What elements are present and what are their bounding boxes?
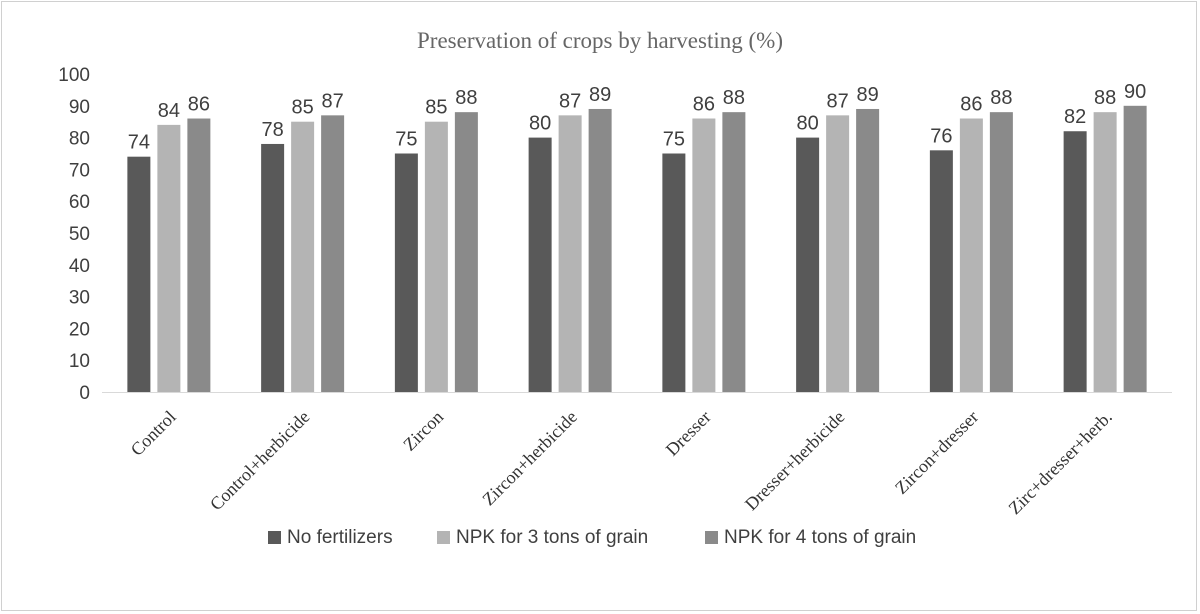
x-tick-label: Control+herbicide xyxy=(206,407,314,515)
y-tick-label: 100 xyxy=(58,65,90,86)
legend-label: NPK for 4 tons of grain xyxy=(724,527,916,548)
x-tick-label: Control xyxy=(127,407,180,460)
data-label: 86 xyxy=(693,94,715,116)
bar xyxy=(1093,112,1117,392)
bar xyxy=(321,115,345,392)
bar xyxy=(291,121,315,392)
data-label: 89 xyxy=(857,84,879,106)
legend-label: NPK for 3 tons of grain xyxy=(456,527,648,548)
bar xyxy=(1063,131,1087,393)
bar xyxy=(1123,105,1147,393)
data-label: 87 xyxy=(827,90,849,112)
bar xyxy=(856,108,880,392)
bar xyxy=(454,112,478,392)
bar xyxy=(127,156,151,392)
data-label: 75 xyxy=(395,129,417,151)
data-label: 88 xyxy=(1094,87,1116,109)
bar xyxy=(796,137,820,392)
data-label: 88 xyxy=(990,87,1012,109)
y-tick-label: 70 xyxy=(69,160,90,181)
legend-label: No fertilizers xyxy=(287,527,393,548)
x-tick-label: Zircon xyxy=(399,407,447,455)
bar xyxy=(394,153,418,392)
data-label: 90 xyxy=(1124,81,1146,103)
data-label: 84 xyxy=(158,100,180,122)
bar xyxy=(558,115,582,392)
bar xyxy=(588,108,612,392)
data-label: 74 xyxy=(128,132,150,154)
y-tick-label: 10 xyxy=(69,351,90,372)
data-label: 85 xyxy=(425,97,447,119)
bar xyxy=(261,143,285,392)
chart-title: Preservation of crops by harvesting (%) xyxy=(417,28,783,53)
data-label: 80 xyxy=(797,113,819,135)
bar xyxy=(929,150,953,392)
bar xyxy=(528,137,552,392)
y-tick-label: 30 xyxy=(69,288,90,309)
y-tick-label: 80 xyxy=(69,129,90,150)
data-label: 85 xyxy=(292,97,314,119)
x-tick-label: Zircon+dresser xyxy=(891,407,982,498)
y-tick-label: 90 xyxy=(69,97,90,118)
data-label: 86 xyxy=(960,94,982,116)
data-label: 87 xyxy=(559,90,581,112)
y-tick-label: 40 xyxy=(69,256,90,277)
data-label: 88 xyxy=(455,87,477,109)
data-label: 86 xyxy=(188,94,210,116)
bar xyxy=(722,112,746,392)
bar xyxy=(662,153,686,392)
data-label: 80 xyxy=(529,113,551,135)
data-label: 75 xyxy=(663,129,685,151)
legend-swatch xyxy=(437,531,450,544)
bar xyxy=(187,118,211,393)
bar xyxy=(959,118,983,393)
y-tick-label: 0 xyxy=(79,383,90,404)
bar xyxy=(989,112,1013,392)
y-tick-label: 50 xyxy=(69,224,90,245)
data-label: 89 xyxy=(589,84,611,106)
bar xyxy=(157,124,181,392)
y-tick-label: 60 xyxy=(69,192,90,213)
data-label: 82 xyxy=(1064,106,1086,128)
x-tick-label: Zirc+dresser+herb. xyxy=(1004,407,1116,519)
bar xyxy=(826,115,850,392)
bar xyxy=(424,121,448,392)
x-tick-label: Zircon+herbicide xyxy=(478,407,581,510)
legend-swatch xyxy=(705,531,718,544)
data-label: 78 xyxy=(262,119,284,141)
bar xyxy=(692,118,716,393)
data-label: 87 xyxy=(322,90,344,112)
x-tick-label: Dresser+herbicide xyxy=(741,407,849,515)
x-tick-label: Dresser xyxy=(662,407,715,460)
legend-swatch xyxy=(268,531,281,544)
y-tick-label: 20 xyxy=(69,319,90,340)
data-label: 88 xyxy=(723,87,745,109)
data-label: 76 xyxy=(930,125,952,147)
